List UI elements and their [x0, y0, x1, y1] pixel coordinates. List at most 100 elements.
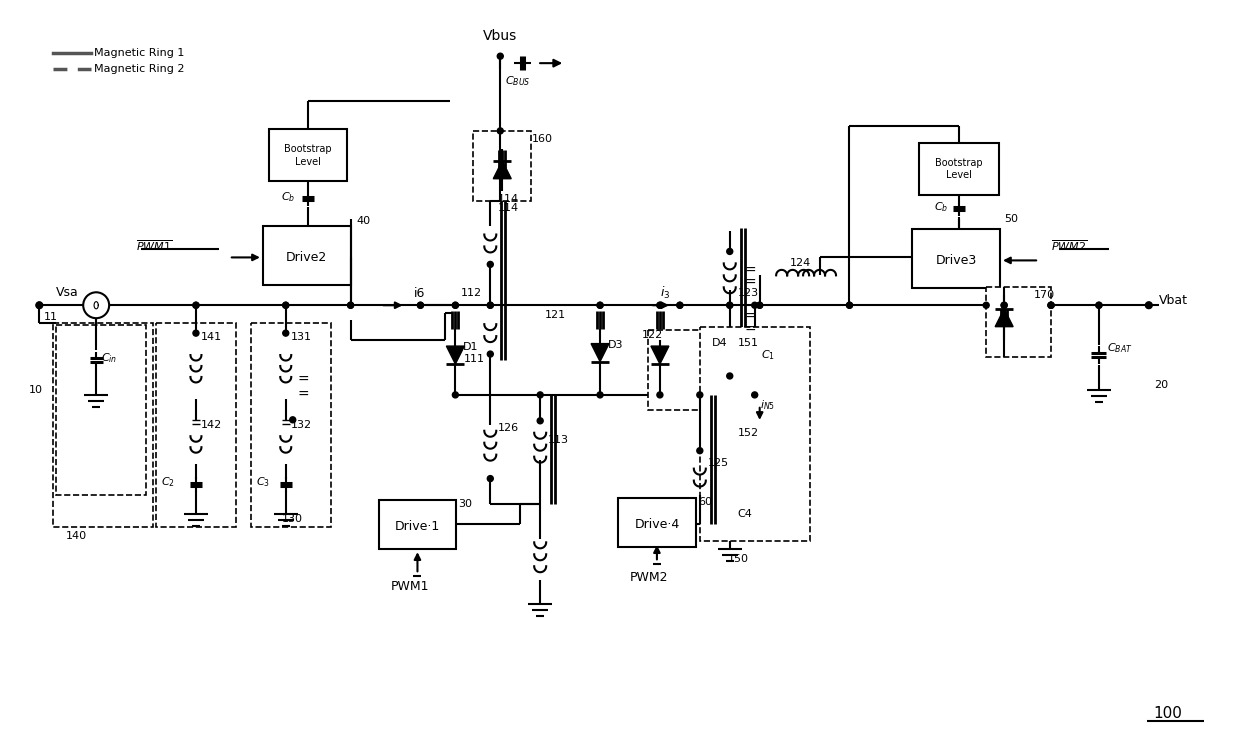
Text: Magnetic Ring 2: Magnetic Ring 2	[94, 64, 185, 74]
Circle shape	[453, 303, 459, 308]
Text: i6: i6	[413, 287, 425, 300]
Circle shape	[727, 373, 733, 379]
Text: $C_{BUS}$: $C_{BUS}$	[505, 75, 531, 88]
Circle shape	[727, 303, 733, 308]
Circle shape	[596, 303, 603, 308]
Text: 11: 11	[45, 312, 58, 323]
Text: 20: 20	[1153, 380, 1168, 390]
Text: =: =	[298, 373, 309, 387]
Text: $\overline{PWM1}$: $\overline{PWM1}$	[136, 238, 172, 253]
Text: D4: D4	[712, 338, 728, 348]
Text: 114: 114	[498, 193, 520, 204]
Text: 130: 130	[281, 514, 303, 525]
Text: 113: 113	[548, 435, 569, 445]
Text: $C_b$: $C_b$	[934, 200, 949, 213]
Text: 140: 140	[66, 531, 87, 542]
Circle shape	[1096, 303, 1102, 308]
Text: D3: D3	[608, 340, 624, 350]
Text: 60: 60	[698, 497, 712, 508]
Text: $C_{in}$: $C_{in}$	[102, 351, 118, 365]
Circle shape	[727, 249, 733, 255]
Circle shape	[657, 303, 663, 308]
Bar	[250, 323, 331, 528]
Circle shape	[537, 418, 543, 424]
Text: 141: 141	[201, 332, 222, 342]
Text: Vbus: Vbus	[484, 30, 517, 44]
Circle shape	[83, 292, 109, 318]
Circle shape	[697, 392, 703, 398]
Text: PWM1: PWM1	[391, 579, 429, 593]
Bar	[986, 287, 1052, 357]
Circle shape	[487, 351, 494, 357]
Circle shape	[36, 303, 42, 308]
Text: 125: 125	[708, 458, 729, 468]
Circle shape	[1096, 303, 1102, 308]
Polygon shape	[591, 344, 609, 362]
Text: 100: 100	[1153, 706, 1183, 721]
Text: 151: 151	[738, 338, 759, 348]
Circle shape	[756, 303, 763, 308]
Bar	[618, 497, 696, 548]
Text: 132: 132	[290, 420, 312, 430]
Text: $C_1$: $C_1$	[760, 348, 775, 362]
Circle shape	[418, 303, 423, 308]
Circle shape	[186, 417, 191, 422]
Circle shape	[1001, 303, 1007, 308]
Circle shape	[193, 330, 198, 336]
Circle shape	[487, 475, 494, 482]
Bar	[156, 323, 236, 528]
Circle shape	[497, 53, 503, 59]
Circle shape	[487, 303, 494, 308]
Text: 50: 50	[1004, 213, 1018, 224]
Text: 121: 121	[546, 310, 567, 320]
Circle shape	[751, 392, 758, 398]
Bar	[53, 323, 153, 528]
Bar	[699, 327, 810, 542]
Circle shape	[751, 303, 758, 308]
Circle shape	[983, 303, 990, 308]
Text: 30: 30	[459, 500, 472, 509]
Bar	[474, 131, 531, 201]
Text: 160: 160	[532, 134, 553, 144]
Circle shape	[847, 303, 852, 308]
Bar	[919, 143, 999, 195]
Text: =: =	[745, 263, 756, 277]
Bar	[56, 325, 146, 494]
Bar	[378, 500, 456, 549]
Text: Bootstrap: Bootstrap	[284, 144, 331, 154]
Text: 40: 40	[357, 215, 371, 226]
Circle shape	[283, 303, 289, 308]
Polygon shape	[996, 308, 1013, 327]
Circle shape	[657, 392, 663, 398]
Text: 124: 124	[790, 258, 811, 269]
Text: $C_2$: $C_2$	[161, 476, 175, 489]
Text: Drive2: Drive2	[286, 251, 327, 264]
Text: =: =	[745, 276, 756, 290]
Circle shape	[677, 303, 683, 308]
Bar	[649, 330, 708, 410]
Circle shape	[697, 448, 703, 454]
Text: $C_b$: $C_b$	[280, 190, 295, 204]
Circle shape	[537, 392, 543, 398]
Text: Vsa: Vsa	[56, 286, 79, 299]
Text: Drive·4: Drive·4	[635, 518, 680, 531]
Circle shape	[596, 392, 603, 398]
Circle shape	[756, 303, 763, 308]
Text: 122: 122	[642, 330, 663, 340]
Circle shape	[1048, 303, 1054, 308]
Text: $C_3$: $C_3$	[255, 476, 270, 489]
Text: Bootstrap: Bootstrap	[935, 158, 983, 168]
Circle shape	[453, 303, 459, 308]
Circle shape	[497, 128, 503, 134]
Circle shape	[1146, 303, 1152, 308]
Circle shape	[1048, 303, 1054, 308]
Text: PWM2: PWM2	[630, 570, 668, 584]
Polygon shape	[446, 346, 464, 364]
Text: 150: 150	[728, 554, 749, 565]
Text: 170: 170	[1034, 290, 1055, 300]
Text: 114: 114	[498, 203, 520, 213]
Circle shape	[453, 392, 459, 398]
Circle shape	[847, 303, 852, 308]
Text: Drive·1: Drive·1	[394, 520, 440, 533]
Text: 126: 126	[498, 423, 520, 432]
